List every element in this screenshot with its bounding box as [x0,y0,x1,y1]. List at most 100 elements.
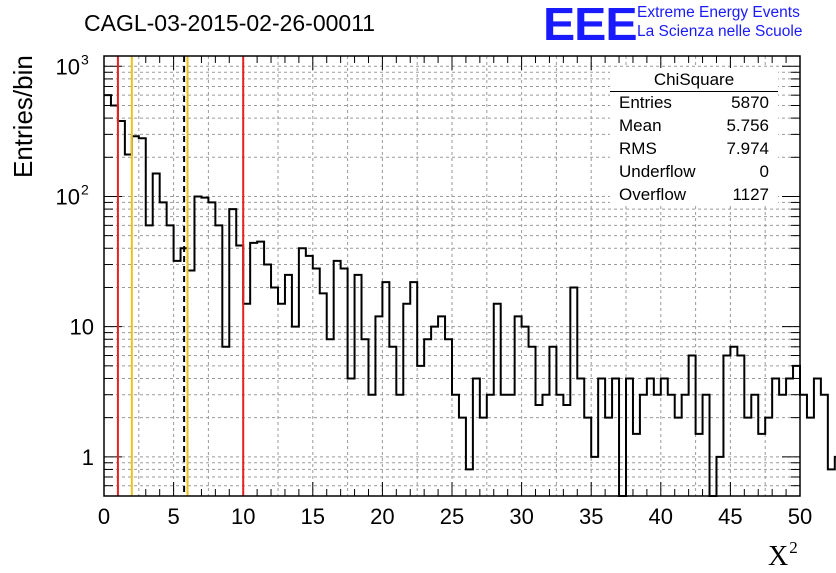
histogram-bin [529,347,536,496]
histogram-outline [104,94,836,497]
stats-label: Overflow [619,185,687,204]
histogram-bin [626,378,633,496]
histogram-bin [480,418,487,496]
histogram-bin [215,225,222,496]
histogram-bin [222,347,229,496]
x-tick-label: 45 [718,504,742,529]
histogram-bin [348,378,355,496]
stats-box-title: ChiSquare [653,70,735,89]
histogram-bin [675,418,682,496]
stats-row-underflow: Underflow 0 [619,162,769,184]
histogram-bin [821,395,828,496]
histogram-bin [445,339,452,496]
stats-row-entries: Entries 5870 [619,93,769,115]
histogram-bin [466,469,473,496]
y-tick-label-exponent: 3 [81,51,89,67]
histogram-bin [417,366,424,496]
histogram-bin [431,327,438,496]
x-axis-label: X2 [768,538,798,573]
histogram-bin [188,270,195,496]
histogram-bin [682,395,689,496]
y-tick-label: 1 [82,445,94,470]
x-tick-label: 50 [788,504,812,529]
x-axis-label-base: X [768,541,789,572]
histogram-bin [201,198,208,496]
x-tick-label: 0 [98,504,110,529]
stats-label: Entries [619,93,672,112]
x-tick-label: 10 [231,504,255,529]
stats-box: ChiSquare Entries 5870 Mean 5.756 RMS 7.… [610,68,778,206]
histogram-bin [355,275,362,496]
histogram-bin [640,395,647,496]
histogram-bin [515,316,522,496]
stats-value: 1127 [732,185,769,204]
histogram-bin [772,378,779,496]
bar-layer [104,94,836,497]
histogram-bin [598,378,605,496]
histogram-bin [132,136,139,496]
chart-title: CAGL-03-2015-02-26-00011 [84,10,376,36]
x-tick-label: 5 [167,504,179,529]
histogram-bin [647,378,654,496]
x-tick-label: 25 [440,504,464,529]
histogram-bin [563,405,570,496]
stats-value: 7.974 [726,139,769,158]
histogram-bin [779,395,786,496]
histogram-bin [362,339,369,496]
histogram-bin [765,418,772,496]
histogram-bin [104,95,111,496]
histogram-bin [828,469,835,496]
histogram-bin [570,287,577,496]
histogram-bin [382,282,389,496]
histogram-bin [654,395,661,496]
x-tick-label: 35 [579,504,603,529]
histogram-bin [556,395,563,496]
histogram-bin [577,378,584,496]
histogram-bin [146,225,153,496]
histogram-bin [396,395,403,496]
histogram-bin [508,395,515,496]
histogram-bin [605,418,612,496]
y-tick-label: 10 [56,54,80,79]
histogram-bin [730,347,737,496]
histogram-bin [292,327,299,496]
x-tick-label: 20 [370,504,394,529]
histogram-bin [174,261,181,496]
histogram-bin [341,268,348,496]
histogram-bin [208,202,215,496]
x-axis-label-superscript: 2 [789,538,798,557]
histogram-bin [410,282,417,496]
histogram-bin [696,434,703,496]
histogram-bin [375,316,382,496]
histogram-bin [327,339,334,496]
histogram-bin [459,418,466,496]
stats-label: RMS [619,139,657,158]
vertical-line-layer [116,56,245,496]
histogram-bin [737,356,744,496]
histogram-bin [271,287,278,496]
eee-logo: EEE [543,0,638,50]
histogram-bin [389,347,396,496]
histogram-bin [278,304,285,496]
histogram-bin [452,395,459,496]
histogram-bin [257,242,264,496]
histogram-bin [473,378,480,496]
logo-line-2: La Scienza nelle Scuole [637,23,803,40]
histogram-bin [153,174,160,496]
histogram-bin [334,261,341,496]
histogram-bin [160,202,167,496]
histogram-bin [313,268,320,496]
stats-row-overflow: Overflow 1127 [619,185,769,207]
histogram-bin [125,155,132,496]
histogram-bin [786,378,793,496]
histogram-bin [306,256,313,496]
stats-label: Mean [619,116,662,135]
histogram-bin [612,378,619,496]
histogram-bin [438,316,445,496]
histogram-bin [111,105,118,496]
histogram-bin [800,395,807,496]
histogram-bin [591,457,598,496]
histogram-bin [584,418,591,496]
histogram-bin [487,395,494,496]
